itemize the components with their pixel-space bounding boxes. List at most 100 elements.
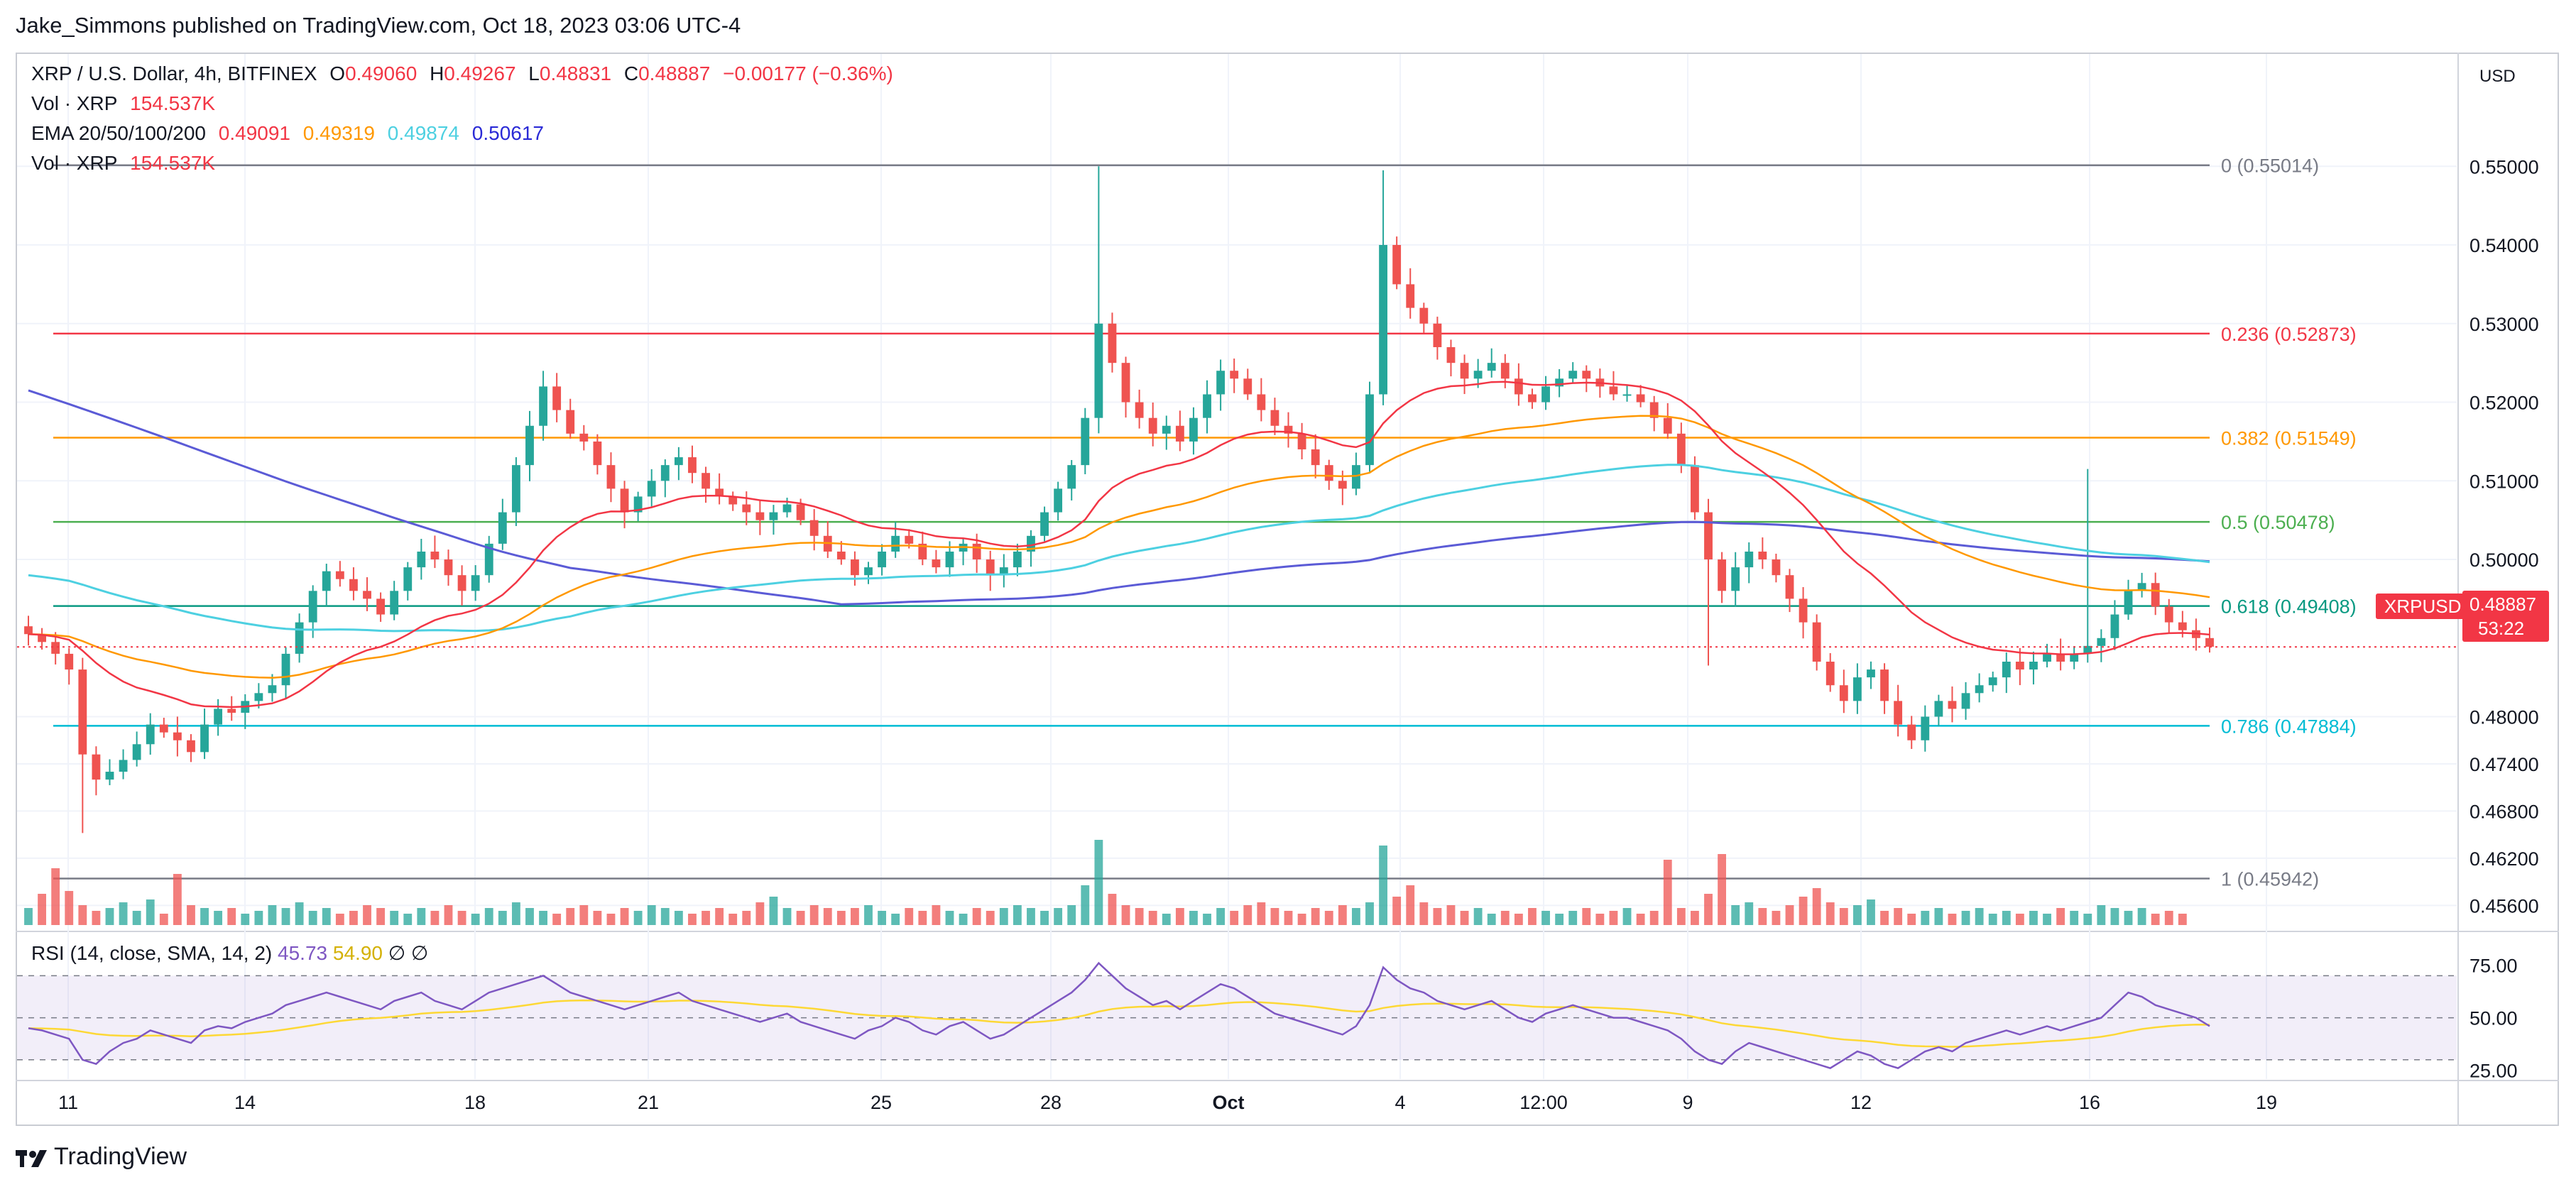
symbol-label[interactable]: XRP / U.S. Dollar, 4h, BITFINEX [31,62,317,84]
candle-body [1921,716,1930,740]
candle-body [403,567,413,591]
volume-bar [335,914,344,925]
candle-body [2164,606,2173,623]
candle-body [1500,363,1510,379]
candle-body [1175,425,1184,442]
volume-bar [1446,905,1456,925]
candle-body [1406,284,1415,308]
candle-body [484,543,493,576]
volume-bar [1988,914,1997,925]
volume-bar [1189,911,1198,925]
volume-bar [457,911,466,925]
candle-body [525,425,534,466]
volume-bar [1162,914,1171,925]
candle-body [1135,402,1144,418]
volume-bar [728,914,738,925]
volume-label-2[interactable]: Vol · XRP [31,152,118,174]
candle-body [1649,402,1659,418]
rsi-label[interactable]: RSI (14, close, SMA, 14, 2) [31,942,273,964]
volume-bar [363,905,371,925]
rsi-null-1: ∅ [388,942,406,964]
volume-bar [1880,911,1889,925]
volume-bar [51,868,60,925]
volume-bar [1257,902,1266,925]
price-axis-label: 0.51000 [2469,471,2539,492]
volume-bar [1121,905,1130,925]
volume-bar [1135,908,1144,925]
candle-body [593,441,602,466]
volume-bar [65,891,74,925]
candle-body [715,488,724,497]
candle-body [1338,481,1347,489]
rsi-sma-line [28,999,2210,1048]
symbol-price-tag: XRPUSD [2376,594,2470,619]
candle-body [51,642,60,654]
candle-body [1663,417,1672,434]
ema200-value: 0.50617 [471,122,544,144]
price-axis-label: 0.45600 [2469,895,2539,917]
volume-bar [132,911,141,925]
volume-bar [999,908,1008,925]
volume-bar [2056,908,2065,925]
chart-frame[interactable] [16,53,2559,1126]
fib-level-label: 0.382 (0.51549) [2221,427,2357,449]
time-axis-label: 18 [464,1092,486,1113]
volume-bar [1676,908,1686,925]
volume-bar [1541,911,1550,925]
ema20-value: 0.49091 [218,122,290,144]
volume-bar [146,899,155,925]
volume-bar [702,911,710,925]
volume-bar [1745,902,1754,925]
candle-body [2083,645,2092,654]
candle-body [1067,465,1076,489]
close-value: 0.48887 [638,62,711,84]
candle-body [782,504,792,513]
tradingview-logo[interactable]: TradingView [16,1143,187,1171]
candle-body [1514,378,1523,395]
volume-label[interactable]: Vol · XRP [31,92,118,114]
volume-bar [1338,905,1347,925]
fib-level-label: 0.236 (0.52873) [2221,324,2357,345]
candle-body [92,754,101,780]
candle-body [1148,417,1157,434]
open-value: 0.49060 [345,62,417,84]
volume-bar [1528,908,1537,925]
candle-body [878,551,887,568]
volume-bar [959,914,968,925]
volume-bar [1175,908,1184,925]
candle-body [986,559,995,576]
candle-body [1894,701,1903,725]
currency-button[interactable]: USD [2479,67,2516,86]
candle-body [1975,685,1984,694]
time-axis-label: 14 [234,1092,256,1113]
volume-bar [1691,911,1699,925]
volume-bar [2110,908,2119,925]
high-label: H0.49267 [430,62,516,84]
candle-body [1867,669,1875,678]
volume-bar [1825,902,1835,925]
ema200-line [28,389,2210,606]
candle-body [1691,465,1699,513]
candle-body [1216,371,1226,395]
candle-body [918,543,927,560]
price-axis-label: 0.54000 [2469,235,2539,256]
volume-bar [1934,908,1943,925]
candle-body [809,520,819,536]
candle-body [335,571,344,579]
candle-body [1297,433,1306,449]
volume-bar [1649,911,1659,925]
volume-bar [444,905,453,925]
volume-bar [1365,902,1374,925]
volume-bar [986,911,995,925]
candle-body [390,591,399,615]
tradingview-brand: TradingView [54,1143,187,1170]
volume-bar [1081,885,1090,925]
volume-bar [1108,894,1117,925]
volume-bar [376,908,386,925]
candle-body [851,559,859,576]
rsi-value: 45.73 [278,942,328,964]
volume-bar [1718,854,1727,925]
ema-label[interactable]: EMA 20/50/100/200 [31,122,206,144]
candle-body [187,740,195,753]
